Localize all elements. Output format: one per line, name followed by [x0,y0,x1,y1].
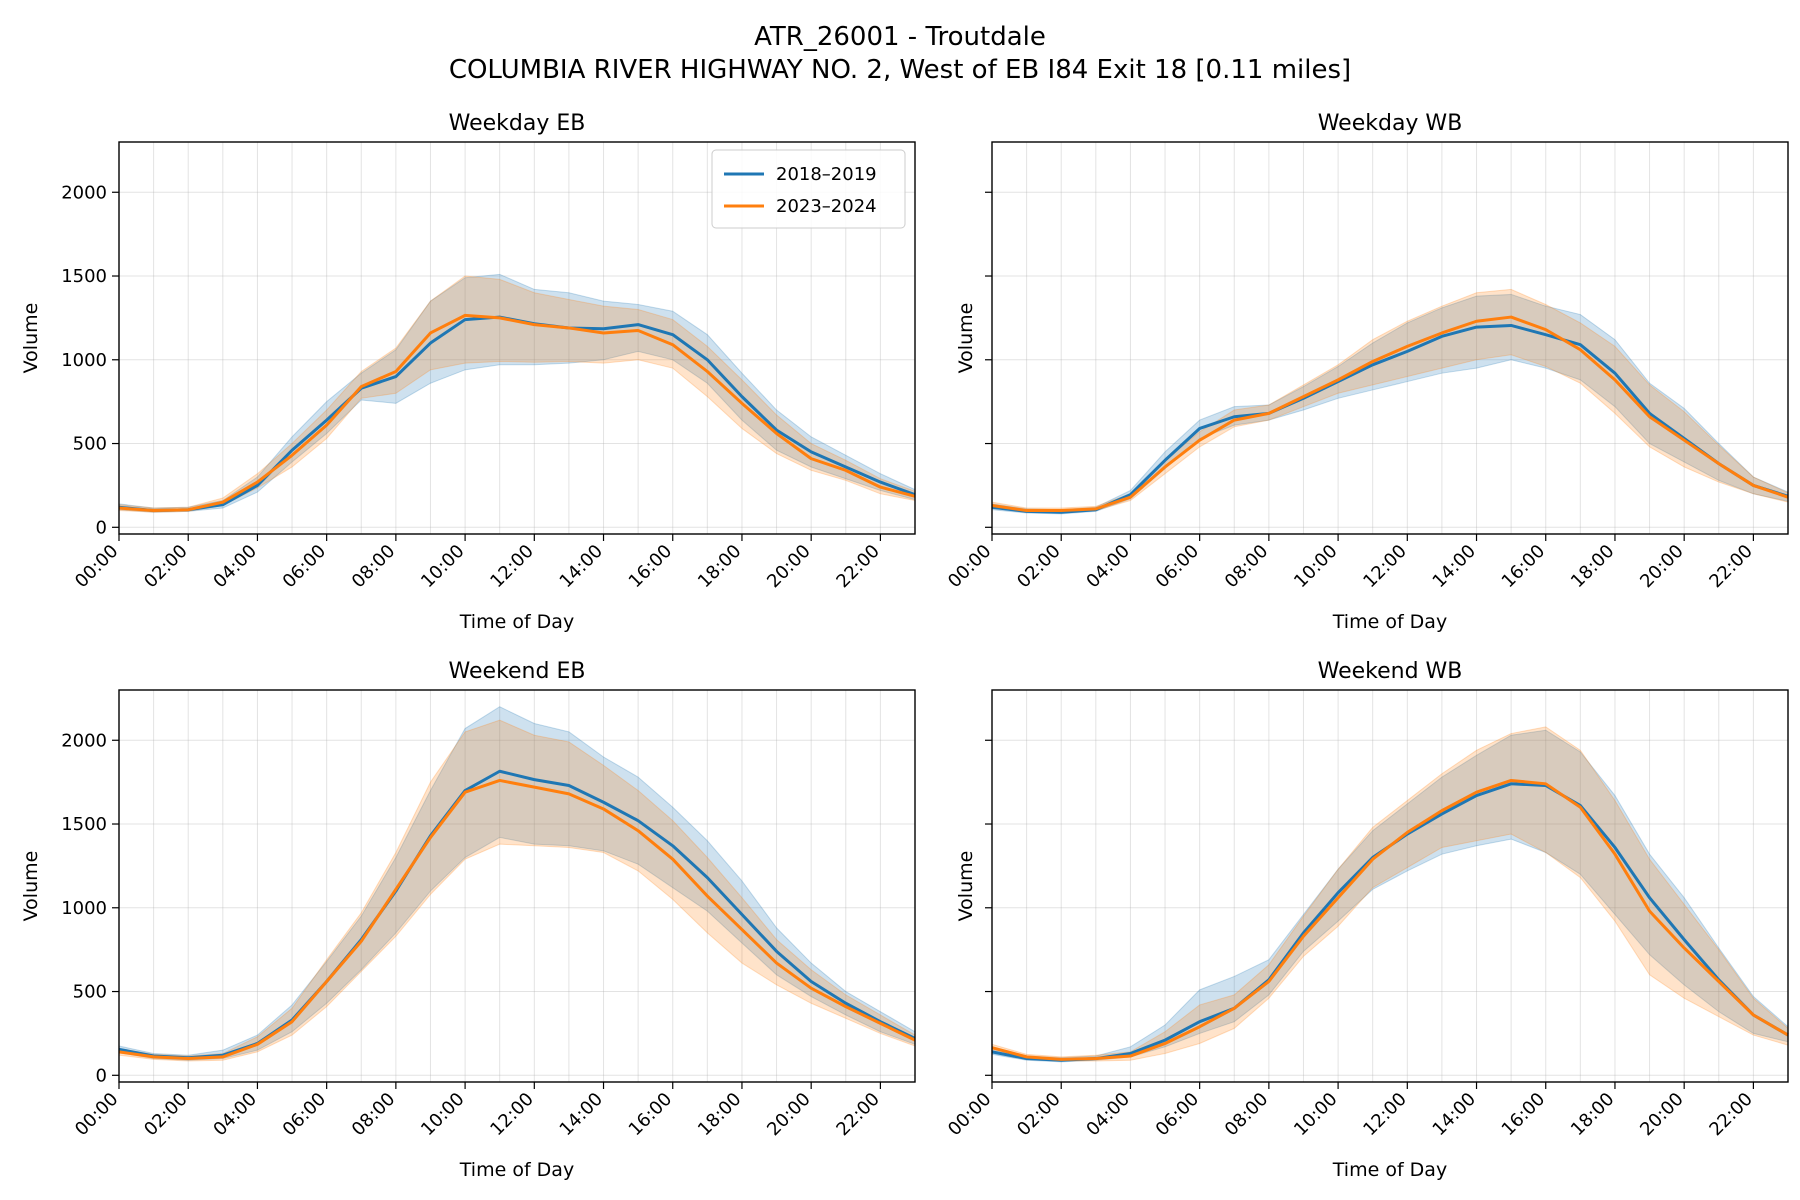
panel-weekday-wb-ylabel: Volume [955,303,977,374]
panel-weekday-eb-xtick-label-08-00: 08:00 [348,541,400,593]
panel-weekday-wb: 00:00 02:00 04:00 06:00 08:00 10:00 12:00 14:00… [944,111,1789,633]
panel-weekend-wb-series-2023-2024-band [991,726,1789,1062]
panel-weekend-eb-xtick-label-22-00: 22:00 [832,1089,884,1141]
panel-weekday-wb-xtick-label-00-00: 00:00 [944,541,996,593]
panel-weekend-eb-ytick-label-1000: 1000 [61,898,107,919]
panel-weekend-eb-title: Weekend EB [449,659,586,684]
panel-weekend-wb-ylabel: Volume [955,851,977,922]
panel-weekday-eb-xtick-label-20-00: 20:00 [763,541,815,593]
panel-weekend-eb-ytick-label-2000: 2000 [61,730,107,751]
panel-weekday-wb-axes-frame [991,141,1789,535]
panel-weekday-eb: 0 500 1000 1500 2000 00:00 02:00 04:00 06:00 08:0… [20,111,916,633]
panel-weekday-eb-series-2023-2024-band [118,275,916,513]
panel-weekend-wb-xtick-label-14-00: 14:00 [1429,1089,1481,1141]
panel-weekend-wb-axes-frame [991,689,1789,1083]
panel-weekend-wb: 00:00 02:00 04:00 06:00 08:00 10:00 12:00 14:00… [944,659,1789,1181]
panel-weekday-wb-xtick-label-22-00: 22:00 [1705,541,1757,593]
panel-weekday-eb-xtick-label-16-00: 16:00 [625,541,677,593]
panel-weekday-wb-xtick-label-18-00: 18:00 [1567,541,1619,593]
panel-weekend-wb-xtick-label-08-00: 08:00 [1221,1089,1273,1141]
panel-weekday-eb-xtick-label-06-00: 06:00 [279,541,331,593]
panel-weekday-eb-xtick-label-00-00: 00:00 [71,541,123,593]
panel-weekday-wb-xtick-label-12-00: 12:00 [1359,541,1411,593]
panel-weekend-eb-xtick-label-00-00: 00:00 [71,1089,123,1141]
panel-weekday-eb-ytick-label-1000: 1000 [61,350,107,371]
panel-weekday-eb-xtick-label-18-00: 18:00 [694,541,746,593]
panel-weekend-wb-xtick-label-20-00: 20:00 [1636,1089,1688,1141]
panels: 0 500 1000 1500 2000 00:00 02:00 04:00 06:00 08:0… [20,111,1789,1181]
panel-weekday-wb-grid [991,142,1789,534]
panel-weekday-eb-legend-label-2023-2024: 2023–2024 [776,196,877,217]
panel-weekday-eb-legend-label-2018-2019: 2018–2019 [776,164,877,185]
panel-weekend-eb-grid [118,690,916,1082]
panel-weekend-eb-xtick-label-02-00: 02:00 [140,1089,192,1141]
panel-weekday-wb-xtick-label-14-00: 14:00 [1429,541,1481,593]
panel-weekend-eb-xtick-label-06-00: 06:00 [279,1089,331,1141]
panel-weekend-eb-xtick-label-04-00: 04:00 [209,1089,261,1141]
panel-weekday-eb-ylabel: Volume [20,303,42,374]
figure-title-line1: ATR_26001 - Troutdale [754,22,1046,52]
panel-weekend-eb-axes-frame [118,689,916,1083]
panel-weekday-eb-xtick-label-10-00: 10:00 [417,541,469,593]
panel-weekday-wb-xlabel: Time of Day [1332,611,1447,633]
panel-weekday-wb-xtick-label-20-00: 20:00 [1636,541,1688,593]
panel-weekend-eb: 0 500 1000 1500 2000 00:00 02:00 04:00 06:00 08:0… [20,659,916,1181]
panel-weekday-eb-ytick-label-2000: 2000 [61,182,107,203]
panel-weekend-eb-ylabel: Volume [20,851,42,922]
panel-weekend-eb-series-2023-2024-band [118,719,916,1062]
panel-weekend-eb-xtick-label-14-00: 14:00 [556,1089,608,1141]
panel-weekday-eb-xtick-label-14-00: 14:00 [556,541,608,593]
panel-weekend-wb-xtick-label-00-00: 00:00 [944,1089,996,1141]
panel-weekday-eb-axes-frame [118,141,916,535]
panel-weekday-eb-xtick-label-04-00: 04:00 [209,541,261,593]
panel-weekday-wb-xtick-label-08-00: 08:00 [1221,541,1273,593]
panel-weekend-eb-xlabel: Time of Day [459,1159,574,1181]
panel-weekend-eb-xtick-label-16-00: 16:00 [625,1089,677,1141]
panel-weekday-eb-xtick-label-22-00: 22:00 [832,541,884,593]
panel-weekend-wb-series-2023-2024-line [991,778,1789,1061]
panel-weekday-eb-xtick-label-02-00: 02:00 [140,541,192,593]
panel-weekday-wb-xtick-label-16-00: 16:00 [1498,541,1550,593]
panel-weekday-wb-xtick-label-06-00: 06:00 [1152,541,1204,593]
panel-weekday-wb-xtick-label-10-00: 10:00 [1290,541,1342,593]
panel-weekend-wb-xlabel: Time of Day [1332,1159,1447,1181]
panel-weekend-eb-xtick-label-20-00: 20:00 [763,1089,815,1141]
panel-weekday-eb-ytick-label-0: 0 [96,517,107,538]
panel-weekday-wb-series-2018-2019-line [991,323,1789,514]
panel-weekday-eb-legend-box [711,149,906,229]
panel-weekend-eb-xtick-label-12-00: 12:00 [486,1089,538,1141]
panel-weekday-eb-xtick-label-12-00: 12:00 [486,541,538,593]
panel-weekday-wb-series-2023-2024-band [991,288,1789,513]
panel-weekday-eb-ytick-label-500: 500 [73,434,107,455]
panel-weekend-eb-xtick-label-08-00: 08:00 [348,1089,400,1141]
panel-weekend-wb-xtick-label-10-00: 10:00 [1290,1089,1342,1141]
panel-weekday-wb-title: Weekday WB [1318,111,1463,136]
panel-weekend-wb-xtick-label-04-00: 04:00 [1082,1089,1134,1141]
panel-weekend-wb-xtick-label-12-00: 12:00 [1359,1089,1411,1141]
panel-weekend-eb-xtick-label-18-00: 18:00 [694,1089,746,1141]
panel-weekday-wb-xtick-label-04-00: 04:00 [1082,541,1134,593]
panel-weekend-wb-grid [991,690,1789,1082]
panel-weekend-eb-ytick-label-1500: 1500 [61,814,107,835]
panel-weekend-wb-xtick-label-06-00: 06:00 [1152,1089,1204,1141]
panel-weekday-eb-xlabel: Time of Day [459,611,574,633]
panel-weekend-eb-ytick-label-0: 0 [96,1065,107,1086]
figure-title-line2: COLUMBIA RIVER HIGHWAY NO. 2, West of EB… [449,55,1351,85]
panel-weekday-eb-legend: 2018–2019 2023–2024 [711,149,906,229]
panel-weekday-wb-xtick-label-02-00: 02:00 [1013,541,1065,593]
panel-weekday-wb-series-2023-2024-line [991,315,1789,513]
panel-weekend-eb-ytick-label-500: 500 [73,982,107,1003]
panel-weekend-eb-series-2023-2024-line [118,778,916,1061]
panel-weekend-wb-title: Weekend WB [1318,659,1463,684]
panel-weekend-wb-xtick-label-16-00: 16:00 [1498,1089,1550,1141]
panel-weekday-eb-series-2023-2024-line [118,313,916,513]
panel-weekend-eb-xtick-label-10-00: 10:00 [417,1089,469,1141]
panel-weekday-eb-ytick-label-1500: 1500 [61,266,107,287]
panel-weekend-wb-xtick-label-22-00: 22:00 [1705,1089,1757,1141]
panel-weekday-eb-title: Weekday EB [449,111,586,136]
panel-weekend-wb-xtick-label-02-00: 02:00 [1013,1089,1065,1141]
panel-weekend-wb-xtick-label-18-00: 18:00 [1567,1089,1619,1141]
